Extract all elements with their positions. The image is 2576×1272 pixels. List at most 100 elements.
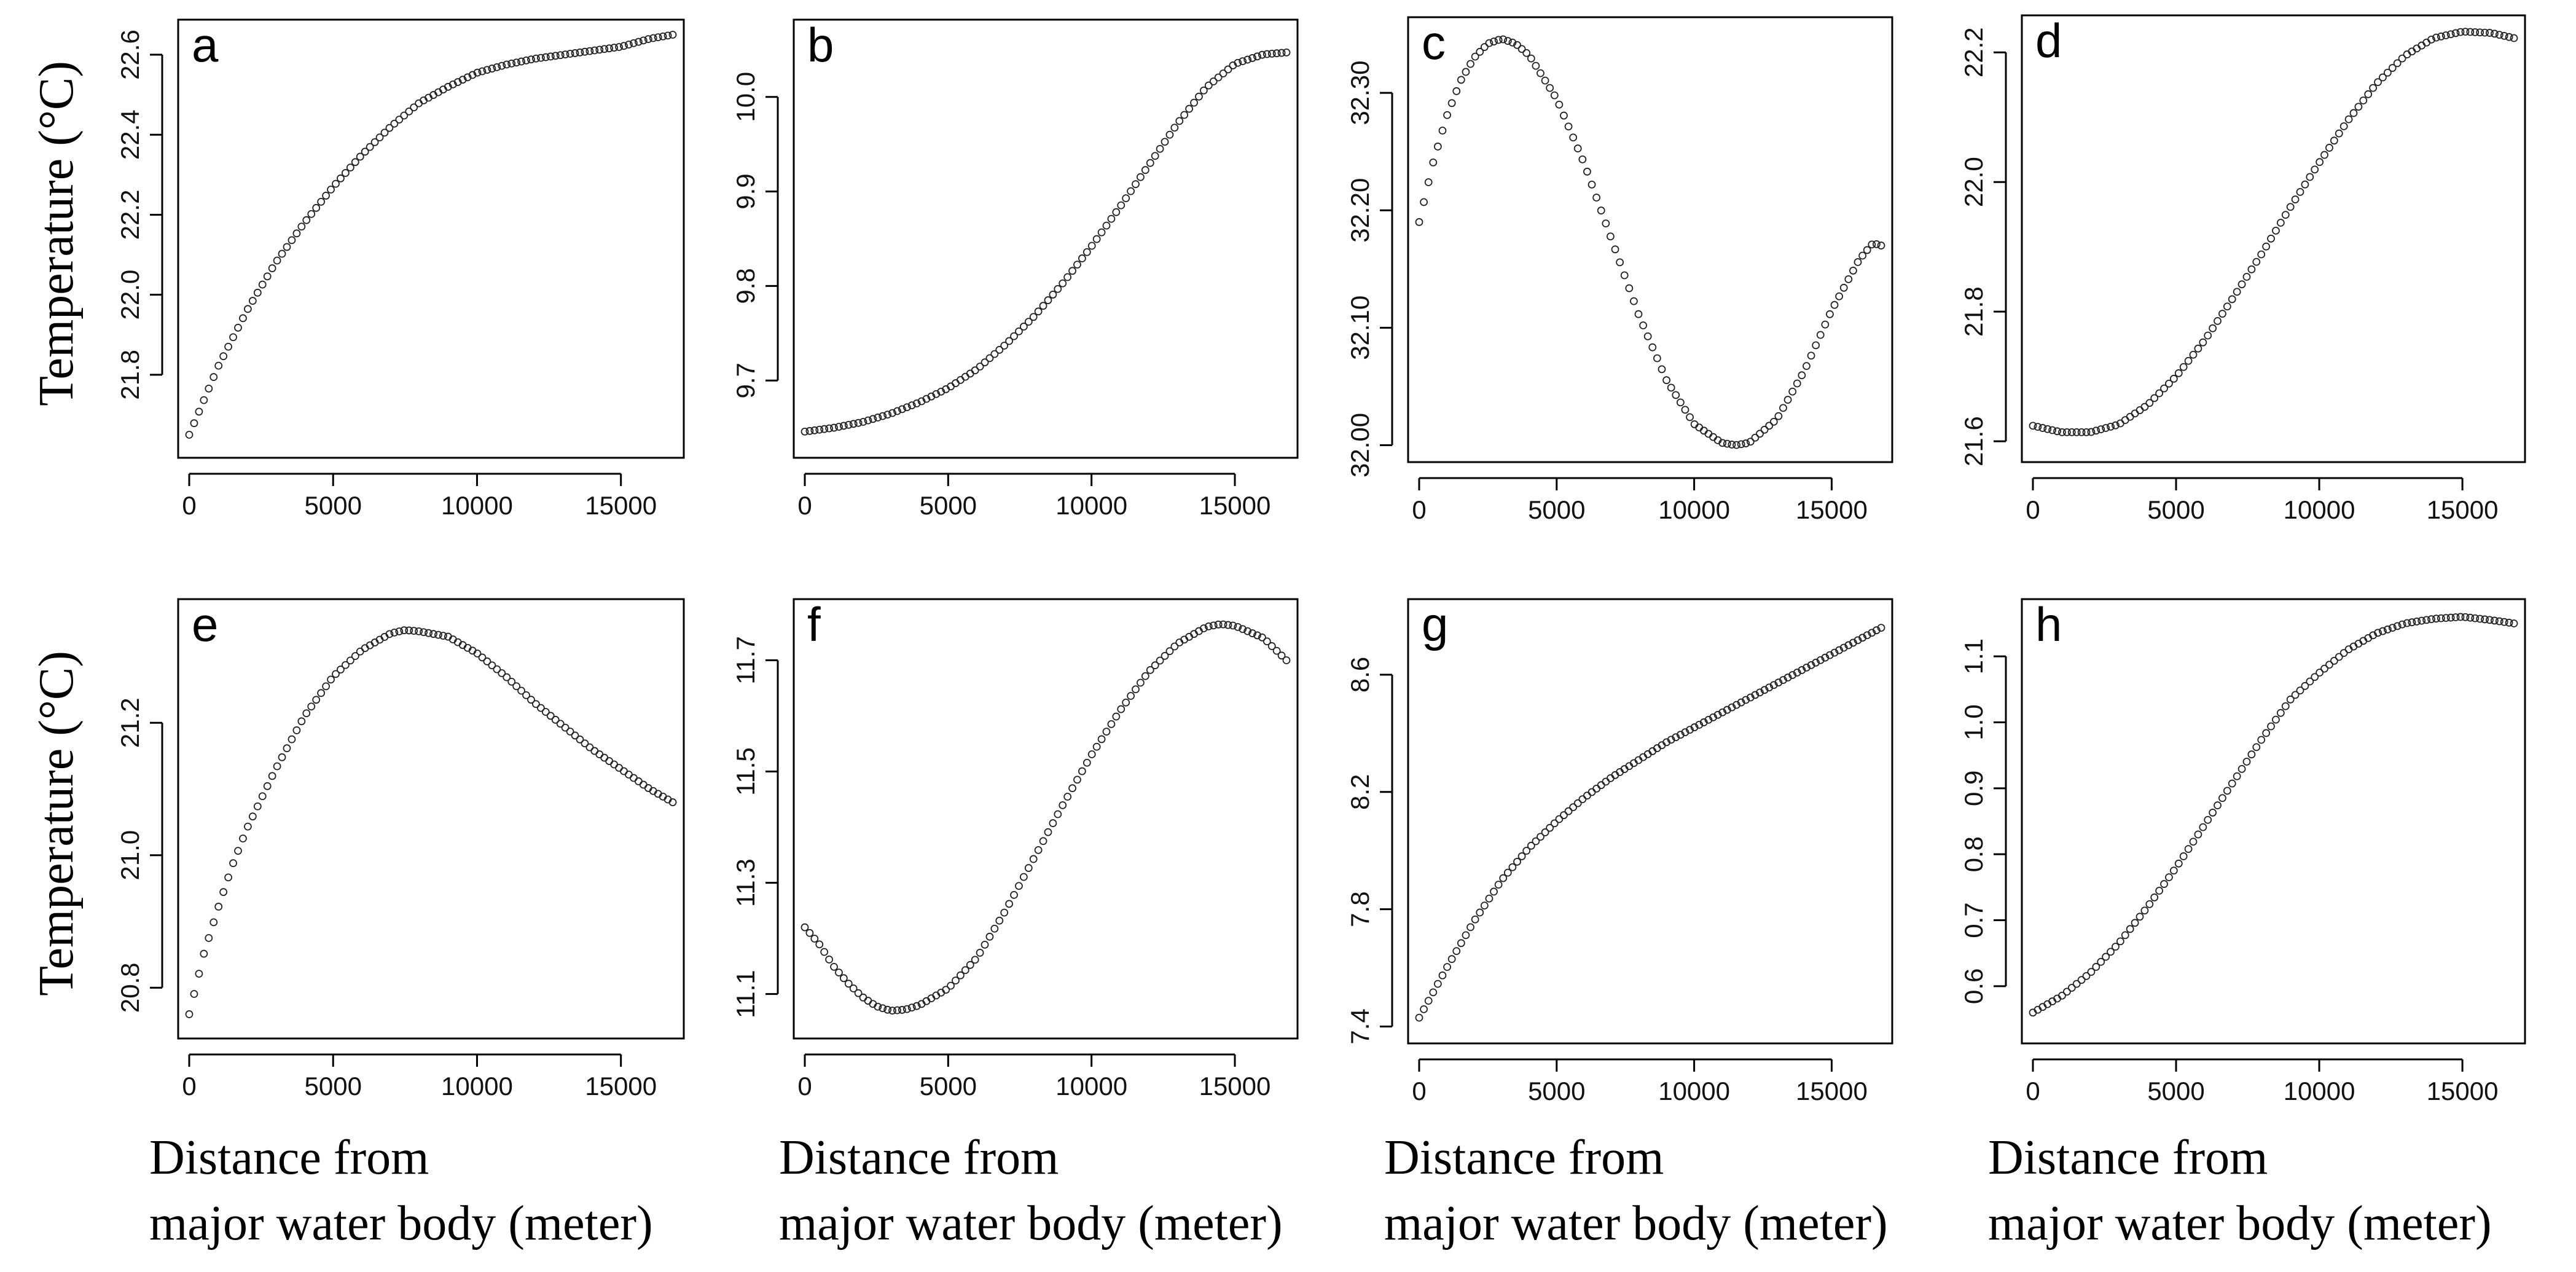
plot-frame <box>1407 598 1893 1045</box>
x-tick-label: 10000 <box>1658 1077 1730 1105</box>
data-point <box>2194 344 2202 353</box>
data-point <box>961 966 969 975</box>
data-point <box>995 345 1004 354</box>
data-point <box>1779 404 1787 412</box>
data-point <box>2281 702 2290 710</box>
y-tick-label: 11.3 <box>731 858 760 907</box>
data-point <box>825 424 833 433</box>
y-tick-label: 32.20 <box>1345 178 1374 243</box>
data-point <box>361 147 369 156</box>
y-tick-label: 21.0 <box>115 830 144 881</box>
data-point <box>1583 791 1591 800</box>
data-point <box>1107 720 1116 728</box>
data-point <box>2291 691 2300 699</box>
data-point <box>2364 90 2373 98</box>
data-point <box>2446 613 2455 622</box>
data-point <box>541 53 550 61</box>
data-point <box>248 812 257 821</box>
data-point <box>981 358 989 367</box>
data-point <box>1587 181 1596 189</box>
y-tick-label: 32.10 <box>1345 296 1374 360</box>
data-point <box>2330 656 2338 665</box>
data-point <box>1462 931 1470 940</box>
data-point <box>1634 310 1643 318</box>
y-tick-label: 22.2 <box>115 190 144 240</box>
data-point <box>385 630 394 638</box>
data-point <box>1151 661 1159 670</box>
data-point <box>1452 87 1461 95</box>
data-point <box>1769 417 1778 426</box>
data-point <box>2441 31 2450 39</box>
data-point <box>2281 211 2290 219</box>
y-tick-label: 11.7 <box>731 636 760 685</box>
data-point <box>1597 781 1605 790</box>
y-tick-label: 1.0 <box>1959 704 1988 740</box>
data-point <box>1097 735 1106 744</box>
data-point <box>1667 736 1675 744</box>
panel-letter: h <box>2035 597 2062 651</box>
data-point <box>1728 441 1736 449</box>
y-tick-label: 22.4 <box>115 109 144 160</box>
data-point <box>1704 716 1713 724</box>
data-point <box>522 57 530 65</box>
data-point <box>2393 622 2402 630</box>
data-point <box>322 192 330 200</box>
data-point <box>912 1002 921 1010</box>
data-point <box>283 243 291 251</box>
panel-letter: f <box>807 597 821 651</box>
data-point <box>1555 100 1564 109</box>
data-point <box>615 764 623 772</box>
data-point <box>356 647 364 656</box>
data-point <box>292 726 301 734</box>
data-point <box>390 119 399 128</box>
data-point <box>292 229 301 238</box>
data-point <box>1457 76 1465 84</box>
data-point <box>2437 32 2445 41</box>
data-point <box>1063 793 1072 801</box>
data-point <box>532 700 540 709</box>
data-point <box>2092 963 2100 971</box>
data-point <box>1267 642 1276 650</box>
data-point <box>1807 661 1815 669</box>
y-tick-label: 8.6 <box>1345 657 1374 693</box>
x-tick-label: 10000 <box>441 1072 513 1101</box>
data-point <box>1073 775 1081 784</box>
data-point <box>907 401 916 410</box>
data-point <box>566 50 574 58</box>
data-point <box>2374 629 2382 637</box>
data-point <box>556 51 565 60</box>
data-point <box>2174 369 2183 377</box>
data-point <box>214 361 223 370</box>
data-point <box>1625 284 1634 292</box>
data-point <box>2481 28 2489 37</box>
data-point <box>1219 620 1227 629</box>
data-point <box>1015 882 1023 890</box>
data-point <box>346 656 354 665</box>
data-point <box>1029 313 1038 321</box>
data-point <box>1503 868 1512 877</box>
data-point <box>1471 52 1479 61</box>
data-point <box>200 949 208 958</box>
data-point <box>1779 676 1787 685</box>
data-point <box>317 197 326 206</box>
data-point <box>1816 656 1825 664</box>
x-tick-label: 5000 <box>1528 1077 1585 1105</box>
data-point <box>1658 365 1666 374</box>
data-point <box>1560 111 1568 120</box>
data-point <box>2320 664 2328 673</box>
data-point <box>1826 310 1834 318</box>
data-point <box>1639 321 1648 329</box>
data-point <box>2252 743 2261 752</box>
data-point <box>2072 428 2081 436</box>
data-point <box>536 704 545 712</box>
data-point <box>297 222 306 231</box>
data-point <box>1583 167 1591 176</box>
data-point <box>1112 712 1121 721</box>
x-tick-label: 15000 <box>2427 495 2499 524</box>
data-point <box>2165 379 2173 388</box>
data-point <box>302 709 311 718</box>
data-point <box>2335 653 2343 661</box>
data-point <box>1541 76 1549 85</box>
data-point <box>488 65 496 73</box>
data-point <box>1137 678 1145 687</box>
